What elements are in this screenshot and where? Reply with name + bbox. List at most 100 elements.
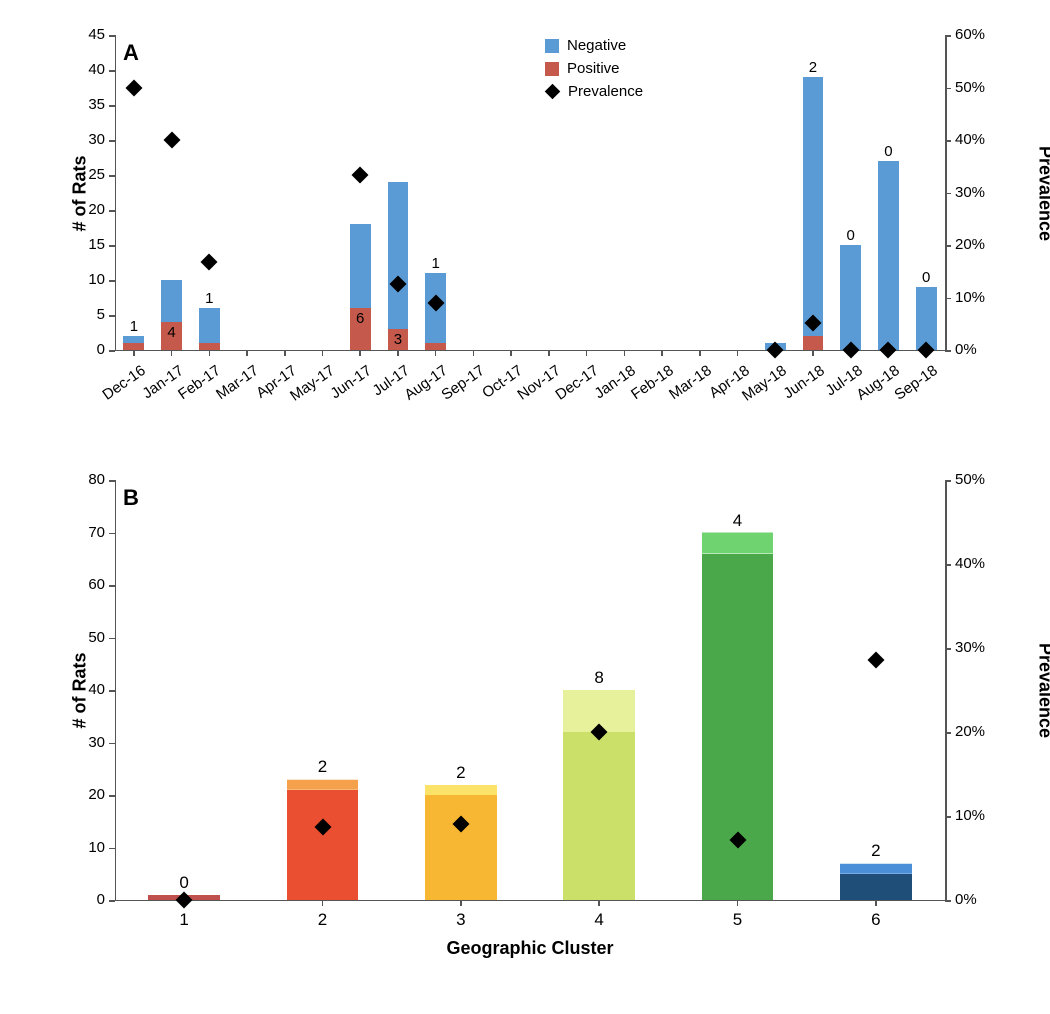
bar-value-label: 1 [432,255,440,272]
bar-upper [702,533,774,554]
x-tick-mark [624,350,626,356]
bar-negative [123,336,144,343]
bar-value-label: 3 [394,331,402,348]
tick-mark [109,533,115,535]
y-right-tick: 40% [955,131,985,148]
x-tick-mark [435,350,437,356]
bar-lower [287,790,359,900]
x-tick-mark [460,900,462,906]
legend-marker-icon [545,84,561,100]
x-tick-mark [812,350,814,356]
plot-area-b [115,480,946,901]
bar-value-label: 8 [594,668,603,688]
y-left-tick: 45 [65,26,105,43]
legend-swatch [545,62,559,76]
y-left-tick: 35 [65,96,105,113]
chart-b: B010203040506070800%10%20%30%40%50%# of … [20,460,1030,980]
y-right-tick: 0% [955,341,977,358]
y-left-tick: 0 [65,891,105,908]
chart-a: A0510152025303540450%10%20%30%40%50%60%#… [20,20,1030,450]
tick-mark [109,105,115,107]
bar-value-label: 2 [318,757,327,777]
tick-mark [109,900,115,902]
tick-mark [109,70,115,72]
bar-negative [388,182,409,329]
y-right-tick: 60% [955,26,985,43]
x-tick-mark [699,350,701,356]
bar-positive [425,343,446,350]
bar-negative [916,287,937,350]
bar-negative [840,245,861,350]
bar-value-label: 2 [809,59,817,76]
tick-mark [945,900,951,902]
tick-mark [109,585,115,587]
legend-item: Prevalence [545,83,643,100]
tick-mark [109,280,115,282]
x-tick-mark [875,900,877,906]
x-tick-mark [397,350,399,356]
bar-value-label: 2 [456,763,465,783]
y-right-tick: 0% [955,891,977,908]
y-left-tick: 70 [65,524,105,541]
right-axis-line [945,35,947,350]
tick-mark [109,480,115,482]
legend-item: Positive [545,60,643,77]
x-tick-mark [737,900,739,906]
y-right-tick: 10% [955,807,985,824]
bar-negative [878,161,899,350]
y-right-tick: 20% [955,236,985,253]
bar-upper [287,779,359,790]
bar-value-label: 0 [847,227,855,244]
y-right-tick: 40% [955,555,985,572]
x-tick-mark [246,350,248,356]
x-tick-mark [284,350,286,356]
bar-negative [803,77,824,336]
y-right-tick: 50% [955,471,985,488]
bar-lower [563,732,635,900]
bar-value-label: 0 [922,269,930,286]
y-right-label-b: Prevalence [1035,631,1050,751]
bar-positive [803,336,824,350]
legend-item: Negative [545,37,643,54]
tick-mark [109,315,115,317]
tick-mark [109,140,115,142]
y-right-label-a: Prevalence [1035,133,1050,253]
tick-mark [109,210,115,212]
x-tick-mark [510,350,512,356]
x-tick-mark [322,900,324,906]
legend-label: Prevalence [568,83,643,100]
bar-value-label: 1 [205,290,213,307]
bar-value-label: 2 [871,841,880,861]
x-tick-label: 4 [584,910,614,930]
y-left-tick: 10 [65,839,105,856]
x-tick-mark [171,350,173,356]
y-right-tick: 30% [955,639,985,656]
legend-swatch [545,39,559,53]
x-tick-label: 2 [308,910,338,930]
bar-upper [840,863,912,874]
x-tick-mark [473,350,475,356]
x-tick-mark [359,350,361,356]
x-tick-mark [548,350,550,356]
x-tick-label: 3 [446,910,476,930]
tick-mark [945,350,951,352]
y-left-tick: 40 [65,61,105,78]
x-tick-label: 1 [169,910,199,930]
bar-lower [425,795,497,900]
y-left-label-b: # of Rats [70,641,91,741]
tick-mark [109,690,115,692]
bar-lower [840,874,912,900]
y-left-tick: 80 [65,471,105,488]
tick-mark [109,795,115,797]
x-tick-label: 6 [861,910,891,930]
bar-value-label: 0 [179,873,188,893]
bar-positive [199,343,220,350]
x-tick-mark [209,350,211,356]
bar-value-label: 4 [167,324,175,341]
tick-mark [109,245,115,247]
bar-value-label: 6 [356,310,364,327]
x-tick-label: 5 [723,910,753,930]
tick-mark [109,35,115,37]
legend-a: Negative Positive Prevalence [545,37,643,106]
bar-value-label: 4 [733,511,742,531]
